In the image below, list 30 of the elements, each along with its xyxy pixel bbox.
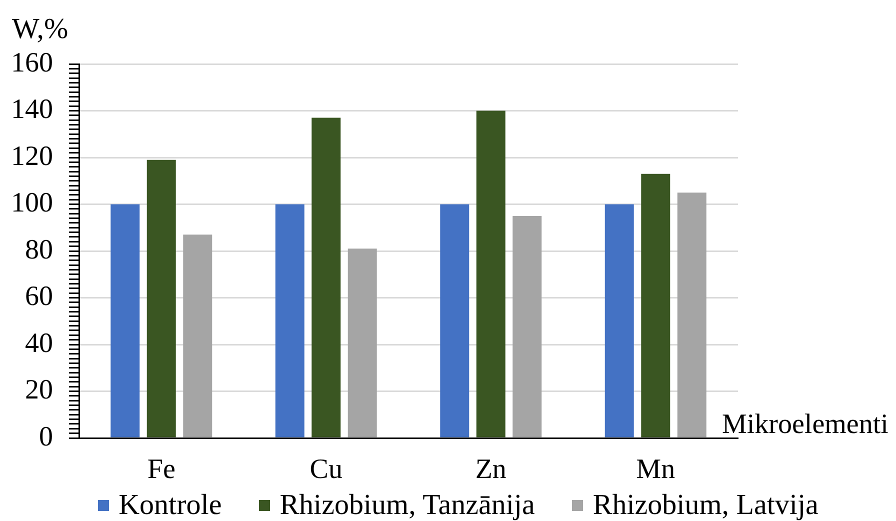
legend-label: Rhizobium, Latvija bbox=[592, 489, 818, 521]
x-tick-label: Fe bbox=[147, 454, 176, 486]
bar bbox=[183, 234, 212, 438]
bar bbox=[146, 160, 176, 438]
y-tick-label: 60 bbox=[25, 281, 53, 312]
y-tick-label: 140 bbox=[11, 94, 53, 126]
y-tick-label: 160 bbox=[11, 47, 53, 78]
bar bbox=[476, 110, 506, 438]
bar bbox=[677, 192, 706, 438]
bar bbox=[641, 174, 670, 438]
legend-label: Kontrole bbox=[118, 489, 222, 521]
x-tick-label: Mn bbox=[636, 454, 676, 486]
x-axis-title: Mikroelementi bbox=[722, 409, 889, 440]
x-tick-label: Zn bbox=[475, 454, 506, 486]
y-tick-label: 120 bbox=[11, 140, 53, 172]
bar bbox=[348, 248, 377, 438]
bar bbox=[512, 216, 542, 438]
y-tick-label: 80 bbox=[25, 234, 53, 266]
bar bbox=[604, 204, 634, 438]
y-tick-label: 20 bbox=[25, 374, 53, 406]
bar bbox=[440, 204, 470, 438]
x-tick-label: Cu bbox=[310, 454, 342, 486]
y-axis-title: W,% bbox=[12, 13, 68, 45]
bar bbox=[275, 204, 304, 438]
y-tick-label: 40 bbox=[25, 328, 53, 359]
legend-label: Rhizobium, Tanzānija bbox=[280, 489, 535, 521]
bar bbox=[312, 118, 341, 438]
bar bbox=[110, 204, 140, 438]
y-tick-label: 100 bbox=[11, 188, 53, 219]
y-tick-label: 0 bbox=[39, 421, 53, 452]
